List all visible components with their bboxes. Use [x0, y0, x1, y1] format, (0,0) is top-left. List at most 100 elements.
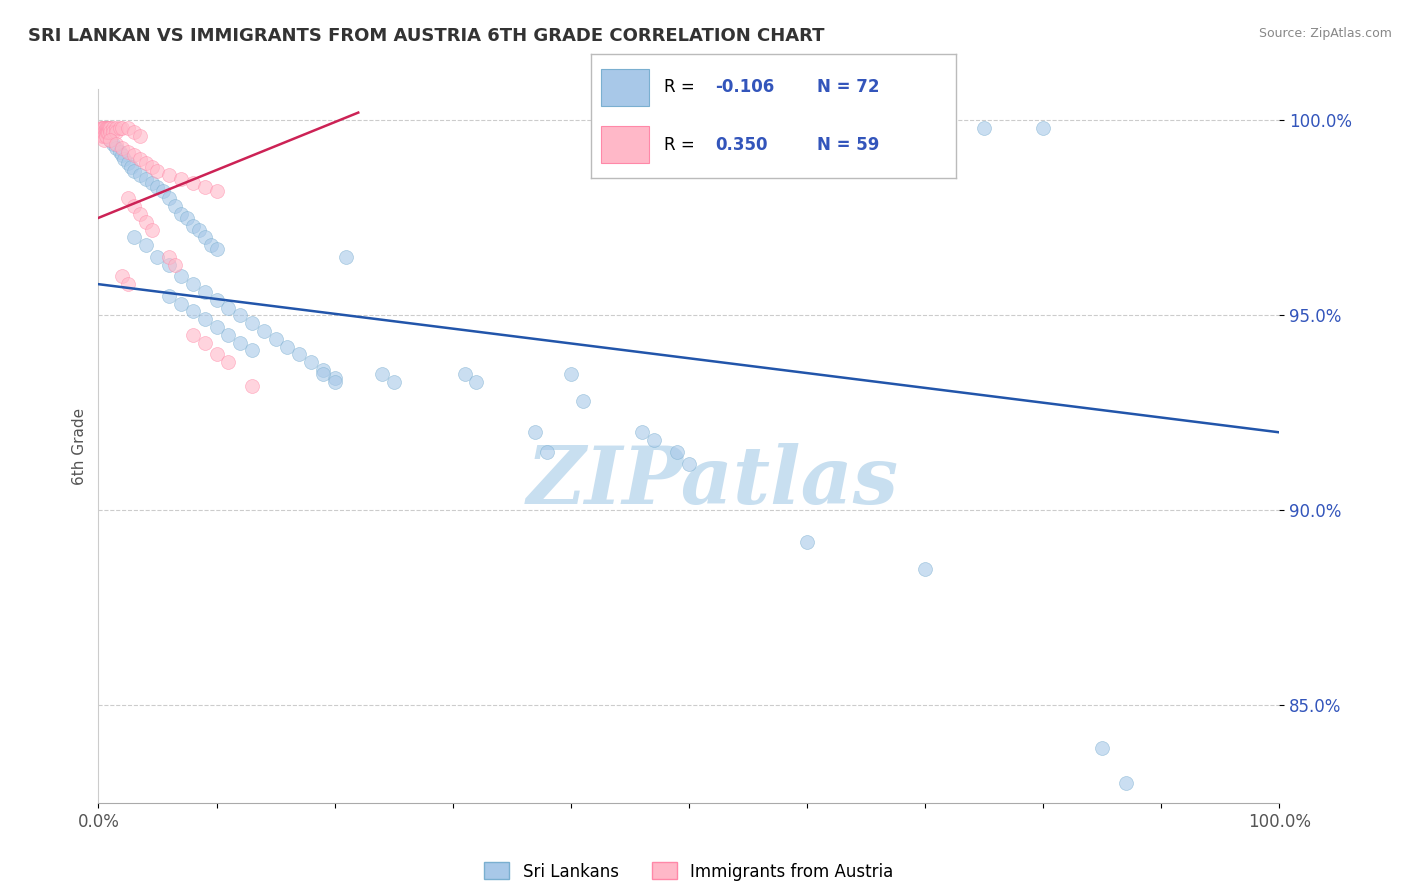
Point — [141, 160, 163, 174]
Point — [181, 176, 204, 190]
Point — [96, 121, 118, 136]
Point — [299, 355, 322, 369]
Point — [240, 378, 263, 392]
Point — [98, 121, 121, 136]
Point — [98, 133, 121, 147]
Point — [1032, 121, 1054, 136]
Point — [91, 128, 114, 143]
Point — [93, 121, 115, 136]
Point — [141, 222, 163, 236]
Point — [111, 121, 134, 136]
Point — [240, 343, 263, 358]
Point — [91, 121, 114, 136]
Point — [94, 121, 117, 136]
Point — [796, 534, 818, 549]
Point — [117, 121, 139, 136]
Point — [96, 125, 118, 139]
Point — [141, 176, 163, 190]
Text: Source: ZipAtlas.com: Source: ZipAtlas.com — [1258, 27, 1392, 40]
Point — [276, 340, 298, 354]
Point — [571, 394, 593, 409]
Point — [91, 128, 114, 143]
Point — [122, 148, 145, 162]
Point — [465, 375, 488, 389]
Point — [146, 164, 169, 178]
Point — [91, 125, 114, 139]
Point — [117, 156, 139, 170]
Point — [973, 121, 995, 136]
Point — [98, 125, 121, 139]
Point — [312, 363, 335, 377]
Point — [101, 125, 124, 139]
Point — [217, 301, 239, 315]
Point — [93, 133, 115, 147]
Bar — [602, 69, 650, 106]
Point — [194, 312, 217, 326]
Point — [335, 250, 357, 264]
Point — [312, 367, 335, 381]
Point — [165, 258, 187, 272]
Text: N = 59: N = 59 — [817, 136, 880, 153]
Point — [187, 222, 209, 236]
Point — [524, 425, 547, 440]
Point — [112, 153, 135, 167]
Point — [146, 250, 169, 264]
Point — [128, 128, 150, 143]
Point — [122, 125, 145, 139]
Point — [94, 125, 117, 139]
Point — [97, 125, 120, 139]
Text: 0.350: 0.350 — [714, 136, 768, 153]
Point — [93, 128, 115, 143]
Point — [101, 121, 124, 136]
Point — [105, 121, 128, 136]
Point — [93, 121, 115, 136]
Point — [157, 289, 180, 303]
Point — [90, 125, 112, 139]
Legend: Sri Lankans, Immigrants from Austria: Sri Lankans, Immigrants from Austria — [478, 855, 900, 888]
Point — [229, 335, 252, 350]
Point — [98, 133, 121, 147]
Point — [108, 121, 131, 136]
Point — [105, 141, 128, 155]
Point — [453, 367, 475, 381]
Point — [1091, 741, 1114, 756]
Point — [152, 184, 174, 198]
Point — [205, 347, 228, 361]
Point — [630, 425, 652, 440]
Point — [229, 309, 252, 323]
Point — [117, 191, 139, 205]
Point — [194, 285, 217, 299]
Bar — [602, 126, 650, 163]
Point — [117, 145, 139, 159]
Point — [666, 445, 689, 459]
Point — [181, 327, 204, 342]
Point — [96, 128, 118, 143]
Point — [111, 141, 134, 155]
Point — [135, 215, 157, 229]
Y-axis label: 6th Grade: 6th Grade — [72, 408, 87, 484]
Point — [165, 199, 187, 213]
Point — [205, 320, 228, 334]
Point — [94, 125, 117, 139]
Point — [157, 168, 180, 182]
Point — [122, 230, 145, 244]
Point — [170, 269, 193, 284]
Point — [323, 370, 346, 384]
Point — [170, 296, 193, 310]
Point — [200, 238, 222, 252]
Point — [205, 242, 228, 256]
Text: SRI LANKAN VS IMMIGRANTS FROM AUSTRIA 6TH GRADE CORRELATION CHART: SRI LANKAN VS IMMIGRANTS FROM AUSTRIA 6T… — [28, 27, 825, 45]
Point — [108, 145, 131, 159]
Point — [157, 250, 180, 264]
Point — [98, 121, 121, 136]
Point — [205, 184, 228, 198]
Point — [217, 355, 239, 369]
Point — [128, 168, 150, 182]
Text: -0.106: -0.106 — [714, 78, 775, 96]
Point — [157, 191, 180, 205]
Point — [94, 128, 117, 143]
Point — [194, 335, 217, 350]
Point — [288, 347, 311, 361]
Point — [194, 230, 217, 244]
Point — [240, 316, 263, 330]
